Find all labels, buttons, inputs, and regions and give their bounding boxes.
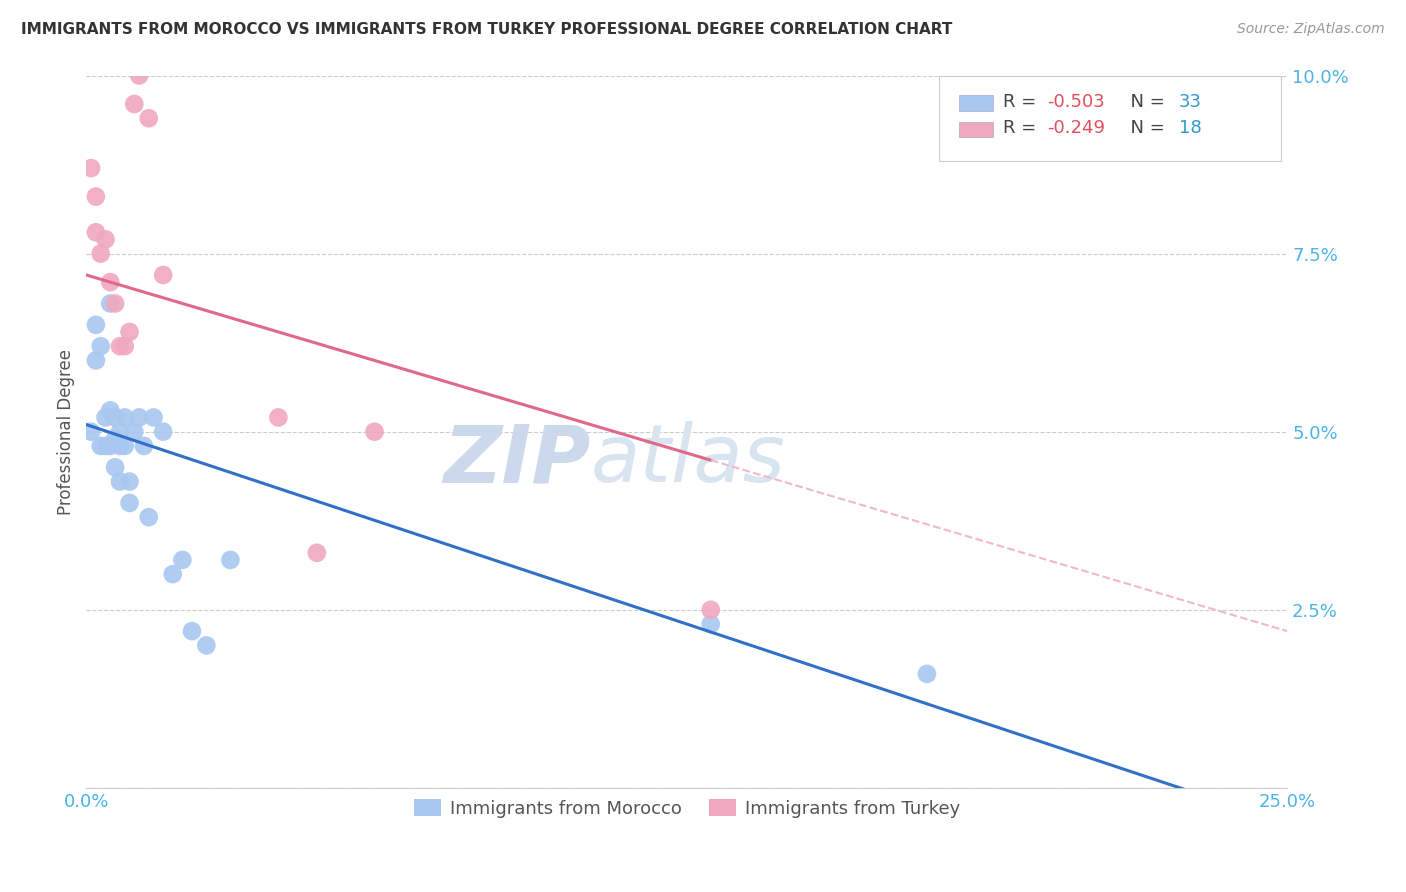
Text: R =: R = [1002, 93, 1042, 111]
Point [132, 439, 155, 453]
Point [128, 69, 150, 83]
Point [118, 475, 141, 489]
Point [98, 403, 121, 417]
Point [267, 410, 290, 425]
Point [84, 225, 107, 239]
Point [138, 510, 160, 524]
Point [124, 425, 146, 439]
Point [118, 496, 141, 510]
Point [104, 410, 127, 425]
Point [98, 296, 121, 310]
FancyBboxPatch shape [959, 122, 993, 137]
Point [114, 339, 136, 353]
Legend: Immigrants from Morocco, Immigrants from Turkey: Immigrants from Morocco, Immigrants from… [406, 792, 967, 825]
Point [84, 353, 107, 368]
Point [108, 425, 131, 439]
Point [80, 161, 103, 175]
Point [118, 325, 141, 339]
Point [104, 296, 127, 310]
Point [152, 425, 174, 439]
Point [108, 475, 131, 489]
Text: ZIP: ZIP [443, 421, 591, 500]
Point [104, 432, 127, 446]
Point [219, 553, 242, 567]
Point [181, 624, 204, 639]
Point [84, 189, 107, 203]
Point [195, 639, 218, 653]
Text: Source: ZipAtlas.com: Source: ZipAtlas.com [1237, 22, 1385, 37]
Text: 18: 18 [1180, 120, 1202, 137]
Point [700, 603, 723, 617]
Point [162, 567, 184, 582]
Point [104, 460, 127, 475]
Text: R =: R = [1002, 120, 1042, 137]
Point [138, 112, 160, 126]
Text: -0.249: -0.249 [1047, 120, 1105, 137]
Text: N =: N = [1119, 93, 1171, 111]
Point [114, 410, 136, 425]
Point [80, 425, 103, 439]
Point [94, 410, 117, 425]
Point [305, 546, 328, 560]
Point [700, 617, 723, 632]
Point [124, 97, 146, 112]
Point [915, 666, 938, 681]
Point [98, 275, 121, 289]
Point [90, 439, 112, 453]
Point [114, 439, 136, 453]
Point [152, 268, 174, 282]
Point [108, 339, 131, 353]
Text: 33: 33 [1180, 93, 1202, 111]
Point [128, 410, 150, 425]
Y-axis label: Professional Degree: Professional Degree [58, 349, 75, 515]
Point [363, 425, 385, 439]
Text: N =: N = [1119, 120, 1171, 137]
Point [94, 439, 117, 453]
FancyBboxPatch shape [959, 95, 993, 112]
Point [90, 339, 112, 353]
Point [142, 410, 165, 425]
FancyBboxPatch shape [939, 76, 1281, 161]
Point [108, 439, 131, 453]
Text: -0.503: -0.503 [1047, 93, 1105, 111]
Text: atlas: atlas [591, 421, 786, 500]
Point [98, 439, 121, 453]
Point [94, 232, 117, 246]
Text: IMMIGRANTS FROM MOROCCO VS IMMIGRANTS FROM TURKEY PROFESSIONAL DEGREE CORRELATIO: IMMIGRANTS FROM MOROCCO VS IMMIGRANTS FR… [21, 22, 952, 37]
Point [90, 246, 112, 260]
Point [84, 318, 107, 332]
Point [172, 553, 194, 567]
